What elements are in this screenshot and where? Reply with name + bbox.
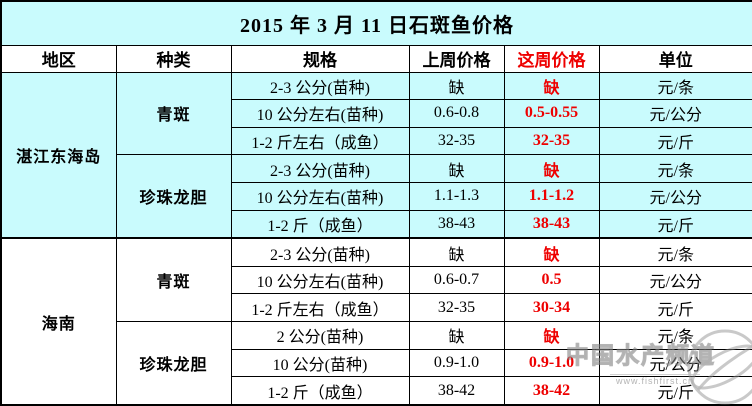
spec-cell: 10 公分左右(苗种) xyxy=(230,99,410,128)
last-week-price-cell: 缺 xyxy=(408,237,505,267)
unit-cell: 元/公分 xyxy=(598,265,752,295)
col-header-this-week-price: 这周价格 xyxy=(503,44,600,73)
spec-cell: 1-2 斤（成鱼） xyxy=(230,209,410,239)
this-week-price-cell: 1.1-1.2 xyxy=(503,182,600,211)
this-week-price-cell: 32-35 xyxy=(503,126,600,156)
this-week-price-cell: 缺 xyxy=(503,321,600,350)
spec-cell: 1-2 斤（成鱼） xyxy=(230,376,410,406)
this-week-price-cell: 缺 xyxy=(503,71,600,101)
species-cell: 珍珠龙胆 xyxy=(115,321,232,406)
table-title: 2015 年 3 月 11 日石斑鱼价格 xyxy=(0,0,752,46)
last-week-price-cell: 38-43 xyxy=(408,209,505,239)
this-week-price-cell: 38-43 xyxy=(503,209,600,239)
spec-cell: 10 公分(苗种) xyxy=(230,348,410,378)
species-cell: 珍珠龙胆 xyxy=(115,154,232,239)
spec-cell: 2 公分(苗种) xyxy=(230,321,410,350)
col-header-unit: 单位 xyxy=(598,44,752,73)
unit-cell: 元/斤 xyxy=(598,376,752,406)
unit-cell: 元/公分 xyxy=(598,348,752,378)
region-cell: 海南 xyxy=(0,237,117,406)
this-week-price-cell: 缺 xyxy=(503,237,600,267)
this-week-price-cell: 缺 xyxy=(503,154,600,183)
unit-cell: 元/条 xyxy=(598,154,752,183)
species-cell: 青斑 xyxy=(115,71,232,156)
col-header-spec: 规格 xyxy=(230,44,410,73)
unit-cell: 元/公分 xyxy=(598,99,752,128)
last-week-price-cell: 32-35 xyxy=(408,293,505,323)
last-week-price-cell: 1.1-1.3 xyxy=(408,182,505,211)
unit-cell: 元/斤 xyxy=(598,126,752,156)
unit-cell: 元/条 xyxy=(598,71,752,101)
col-header-region: 地区 xyxy=(0,44,117,73)
spec-cell: 1-2 斤左右（成鱼） xyxy=(230,126,410,156)
this-week-price-cell: 30-34 xyxy=(503,293,600,323)
this-week-price-cell: 38-42 xyxy=(503,376,600,406)
col-header-species: 种类 xyxy=(115,44,232,73)
last-week-price-cell: 38-42 xyxy=(408,376,505,406)
spec-cell: 10 公分左右(苗种) xyxy=(230,182,410,211)
this-week-price-cell: 0.5-0.55 xyxy=(503,99,600,128)
unit-cell: 元/斤 xyxy=(598,209,752,239)
unit-cell: 元/条 xyxy=(598,237,752,267)
this-week-price-cell: 0.9-1.0 xyxy=(503,348,600,378)
last-week-price-cell: 缺 xyxy=(408,71,505,101)
last-week-price-cell: 缺 xyxy=(408,321,505,350)
col-header-last-week-price: 上周价格 xyxy=(408,44,505,73)
spec-cell: 2-3 公分(苗种) xyxy=(230,71,410,101)
spec-cell: 10 公分左右(苗种) xyxy=(230,265,410,295)
spec-cell: 1-2 斤左右（成鱼） xyxy=(230,293,410,323)
spec-cell: 2-3 公分(苗种) xyxy=(230,154,410,183)
unit-cell: 元/斤 xyxy=(598,293,752,323)
last-week-price-cell: 缺 xyxy=(408,154,505,183)
spec-cell: 2-3 公分(苗种) xyxy=(230,237,410,267)
this-week-price-cell: 0.5 xyxy=(503,265,600,295)
last-week-price-cell: 32-35 xyxy=(408,126,505,156)
region-cell: 湛江东海岛 xyxy=(0,71,117,239)
last-week-price-cell: 0.9-1.0 xyxy=(408,348,505,378)
unit-cell: 元/条 xyxy=(598,321,752,350)
last-week-price-cell: 0.6-0.8 xyxy=(408,99,505,128)
last-week-price-cell: 0.6-0.7 xyxy=(408,265,505,295)
species-cell: 青斑 xyxy=(115,237,232,323)
unit-cell: 元/公分 xyxy=(598,182,752,211)
